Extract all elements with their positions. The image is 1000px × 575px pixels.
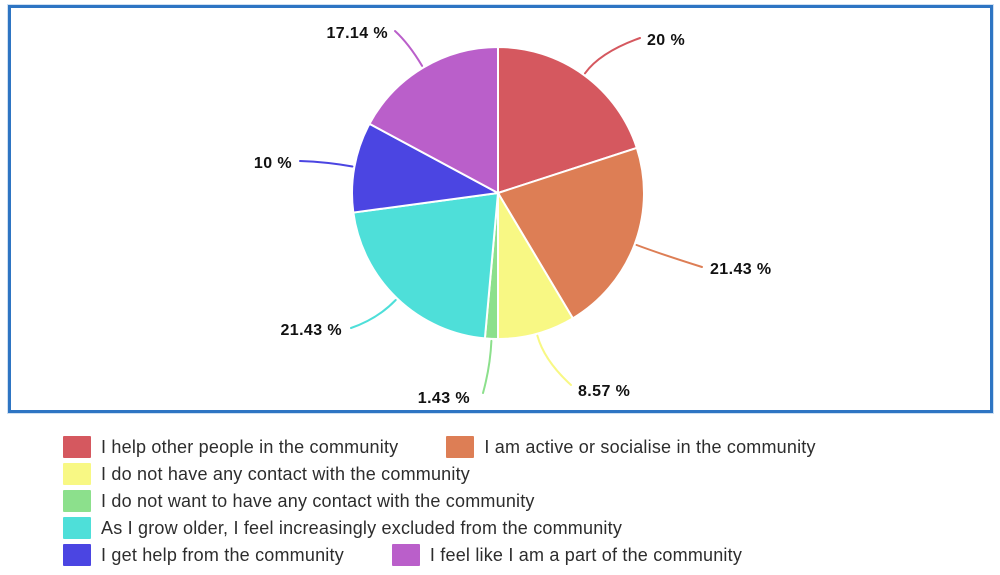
chart-legend: I help other people in the community I am… [63, 436, 816, 566]
legend-color-swatch [63, 517, 91, 539]
pie-chart-panel: 20 % 21.43 % 8.57 % 1.43 % 21.43 % 10 % 17.14 … [8, 5, 993, 413]
legend-color-swatch [63, 463, 91, 485]
legend-item: I do not have any contact with the commu… [63, 463, 470, 485]
legend-label: I get help from the community [101, 544, 344, 565]
legend-color-swatch [391, 544, 420, 566]
legend-color-swatch [63, 490, 91, 512]
legend-label: I do not have any contact with the commu… [101, 463, 470, 484]
percent-label: 21.43 % [280, 322, 342, 339]
legend-row: I do not have any contact with the commu… [63, 463, 816, 485]
percent-label: 20 % [647, 32, 685, 49]
callout-leader-line [482, 339, 493, 394]
pie-slice [351, 122, 499, 214]
callout-leader-line [299, 160, 354, 168]
legend-label: I do not want to have any contact with t… [101, 490, 535, 511]
legend-label: I help other people in the community [101, 436, 399, 457]
pie-slice [352, 192, 499, 340]
legend-row: I help other people in the community I am… [63, 436, 816, 458]
legend-item: I am active or socialise in the communit… [446, 436, 816, 458]
pie-chart: 20 % 21.43 % 8.57 % 1.43 % 21.43 % 10 % 17.14 … [254, 25, 772, 407]
legend-row: I do not want to have any contact with t… [63, 490, 816, 512]
pie-slice [497, 46, 638, 194]
callout-leader-line [394, 30, 424, 67]
legend-item: I feel like I am a part of the community [391, 544, 743, 566]
percent-label: 1.43 % [418, 390, 470, 407]
percent-label: 10 % [254, 155, 292, 172]
legend-color-swatch [446, 436, 475, 458]
legend-label: As I grow older, I feel increasingly exc… [101, 517, 623, 538]
legend-item: I help other people in the community [63, 436, 398, 458]
percent-label: 21.43 % [710, 261, 772, 278]
percent-label: 17.14 % [326, 25, 388, 42]
callout-leader-line [635, 244, 703, 268]
pie-slice [368, 46, 499, 194]
legend-color-swatch [63, 436, 91, 458]
callout-leader-line [350, 299, 397, 329]
legend-item: I do not want to have any contact with t… [63, 490, 535, 512]
legend-label: I am active or socialise in the communit… [484, 436, 816, 457]
legend-label: I feel like I am a part of the community [429, 544, 743, 565]
legend-item: I get help from the community [63, 544, 344, 566]
legend-row: As I grow older, I feel increasingly exc… [63, 517, 816, 539]
legend-row: I get help from the community I feel like… [63, 544, 816, 566]
callout-leader-line [536, 334, 572, 386]
legend-item: As I grow older, I feel increasingly exc… [63, 517, 622, 539]
pie-slice [497, 146, 645, 320]
legend-color-swatch [63, 544, 91, 566]
percent-label: 8.57 % [578, 383, 630, 400]
callout-leader-line [584, 37, 641, 75]
